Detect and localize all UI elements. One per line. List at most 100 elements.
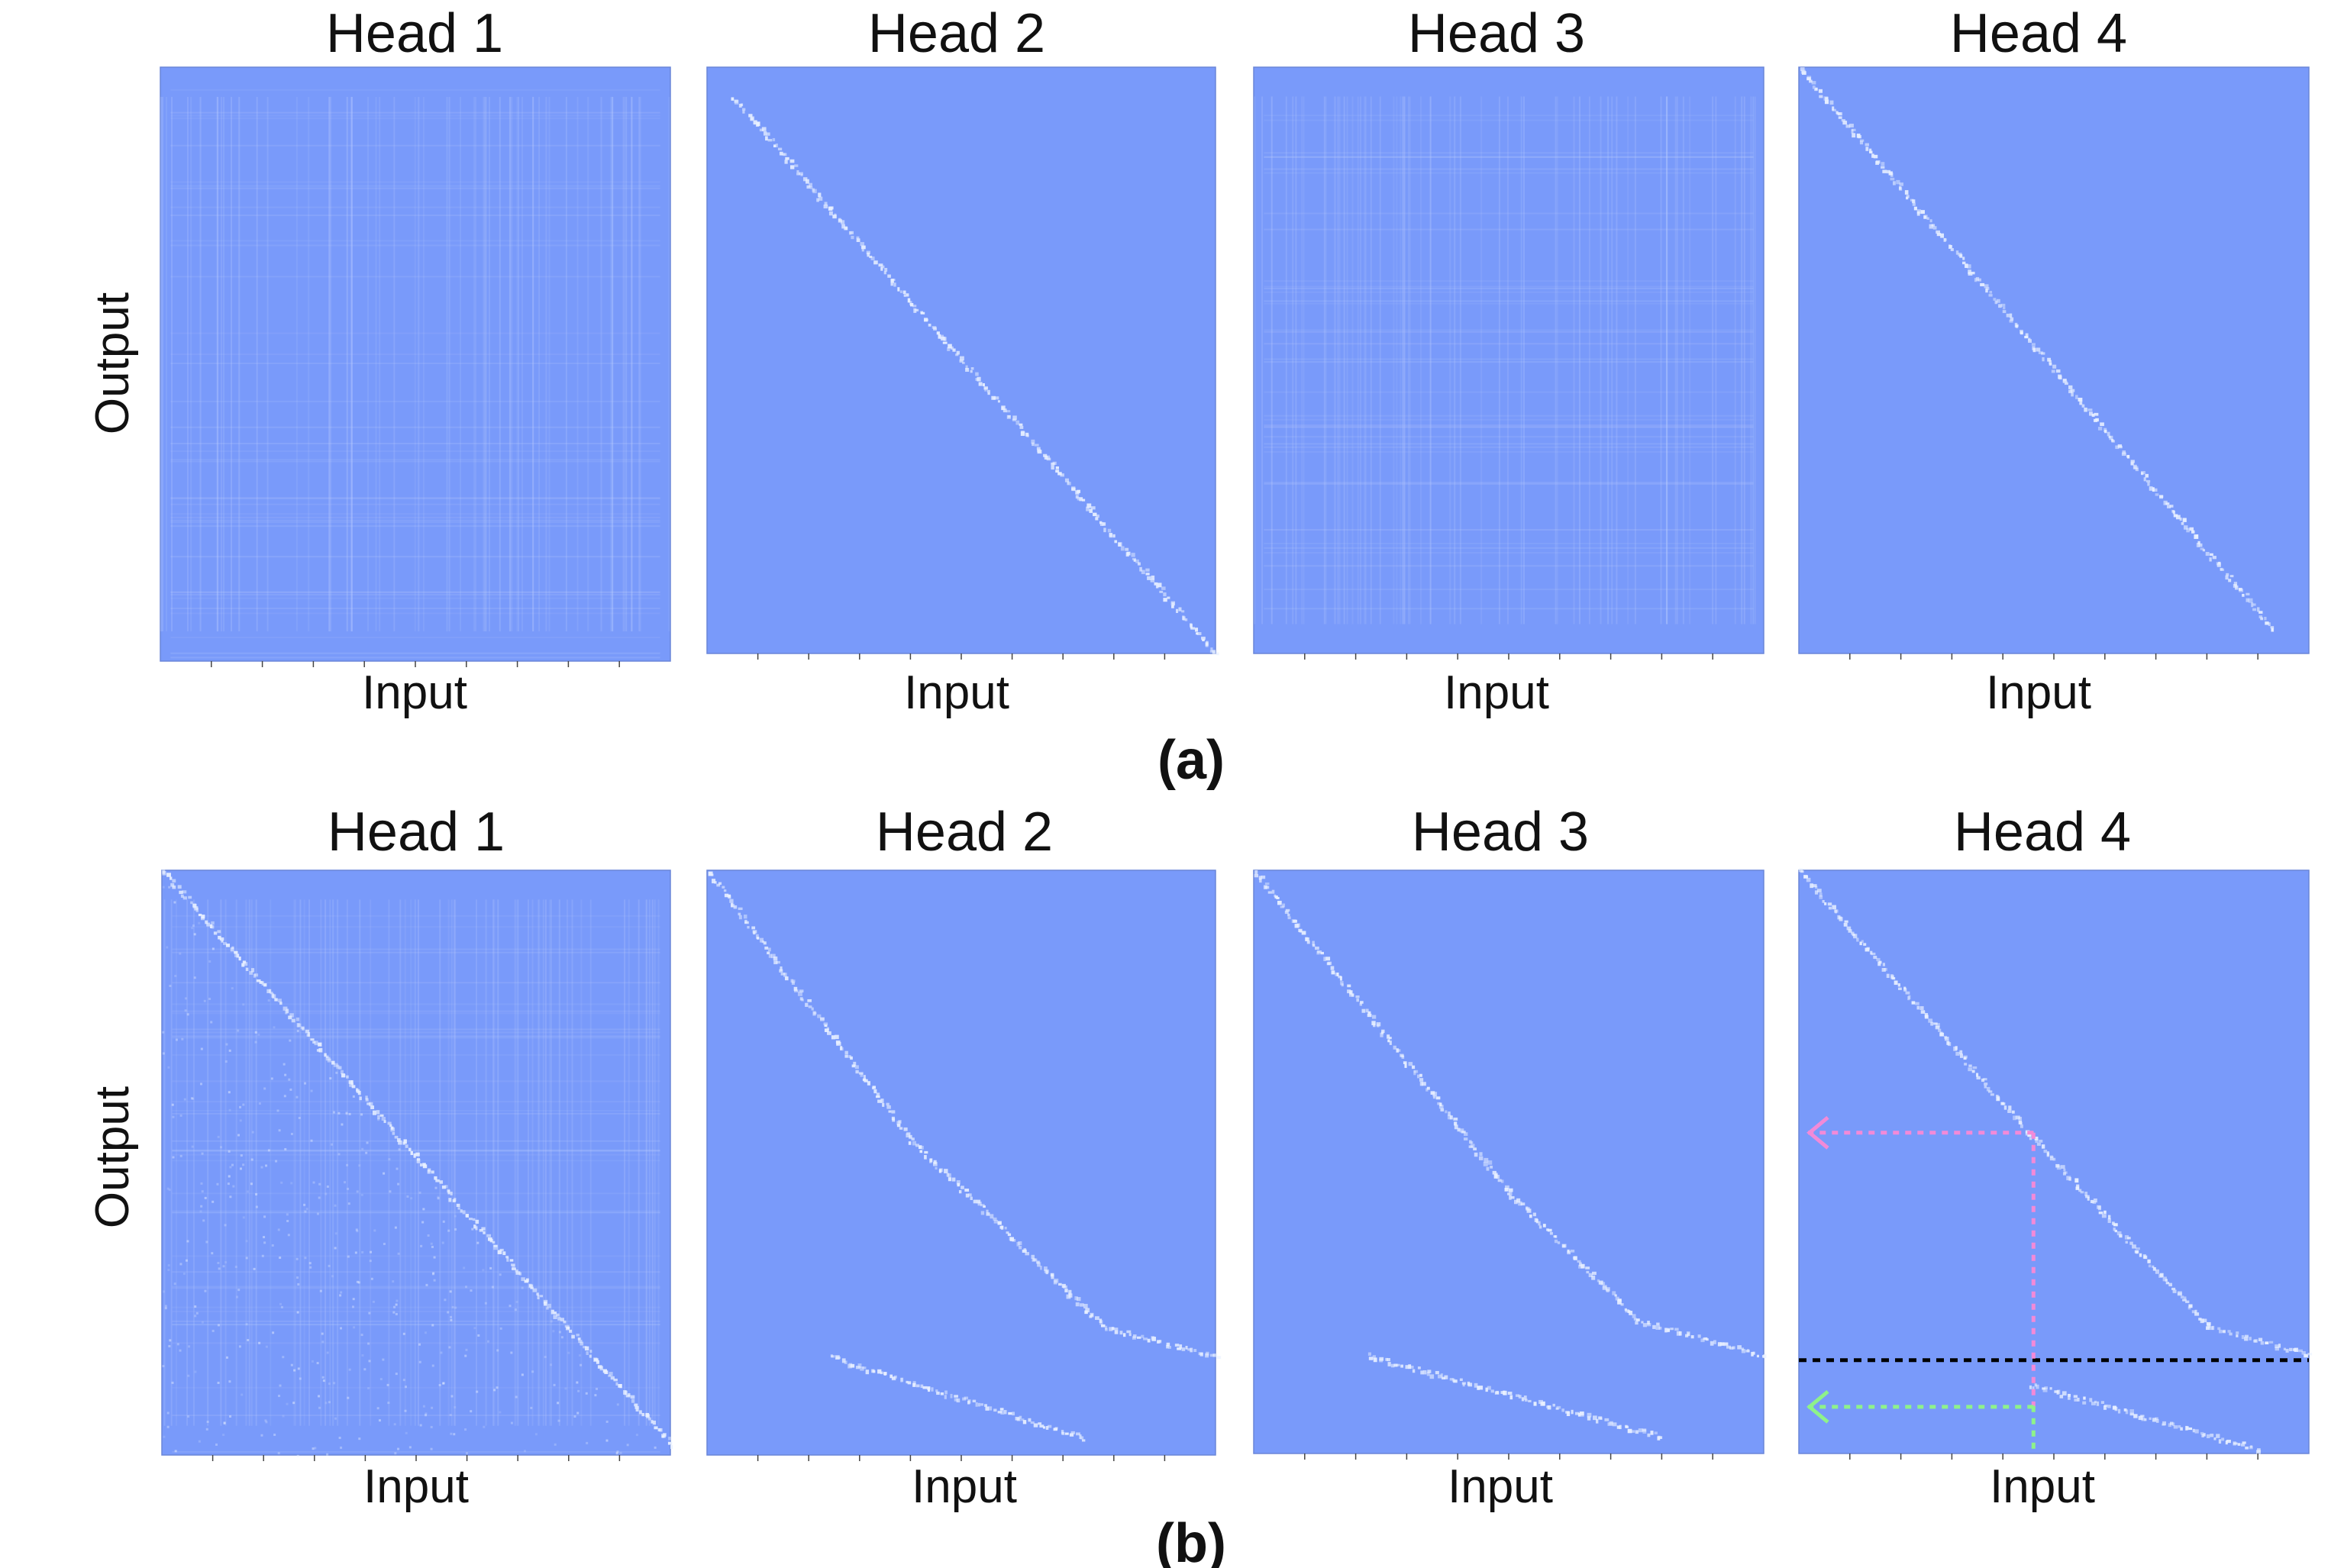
diagonal-speck (2283, 1347, 2286, 1350)
diagonal-speck (802, 177, 808, 182)
attention-speck (586, 1441, 589, 1444)
attention-speck (280, 1181, 283, 1184)
diagonal-speck (2064, 382, 2068, 386)
diagonal-speck (170, 882, 175, 887)
diagonal-speck (2036, 1384, 2039, 1389)
diagonal-speck (1667, 1328, 1671, 1332)
diagonal-speck (2268, 622, 2271, 627)
diagonal-speck (1710, 1341, 1714, 1346)
diagonal-speck (274, 998, 278, 1002)
texture-row (172, 1286, 660, 1288)
diagonal-speck (993, 1219, 999, 1224)
diagonal-speck (2155, 493, 2159, 496)
attention-speck (335, 1071, 338, 1074)
diagonal-speck (1998, 304, 2002, 308)
diagonal-speck (553, 1315, 557, 1319)
diagonal-speck (2062, 1172, 2066, 1176)
texture-row (172, 1101, 660, 1103)
diagonal-speck (2049, 1156, 2054, 1161)
texture-column (473, 96, 476, 632)
diagonal-speck (1102, 522, 1106, 526)
diagonal-speck (398, 1140, 402, 1145)
diagonal-speck (2145, 473, 2149, 478)
diagonal-speck (571, 1334, 575, 1339)
texture-row (170, 594, 660, 596)
texture-column (1743, 96, 1745, 624)
diagonal-speck (244, 962, 248, 966)
diagonal-speck (1371, 1021, 1376, 1025)
diagonal-speck (2200, 1431, 2204, 1435)
attention-speck (297, 1367, 300, 1370)
texture-column (485, 899, 487, 1426)
diagonal-speck (483, 1231, 486, 1234)
diagonal-speck (502, 1251, 506, 1256)
diagonal-speck (860, 242, 865, 247)
diagonal-speck (1839, 917, 1843, 921)
diagonal-speck (1504, 1187, 1509, 1192)
texture-column (475, 96, 477, 632)
diagonal-speck (2038, 351, 2043, 354)
texture-row (1264, 115, 1754, 117)
diagonal-speck (2236, 1334, 2239, 1337)
diagonal-speck (983, 386, 988, 390)
diagonal-speck (1607, 1422, 1610, 1426)
diagonal-speck (1006, 415, 1011, 419)
diagonal-speck (806, 185, 811, 189)
diagonal-speck (2107, 1218, 2111, 1224)
attention-speck (514, 1308, 517, 1312)
diagonal-speck (1417, 1366, 1421, 1370)
diagonal-speck (2172, 510, 2175, 515)
attention-speck (465, 1348, 468, 1351)
attention-speck (263, 1215, 266, 1218)
diagonal-speck (2097, 1205, 2101, 1211)
diagonal-speck (2101, 1214, 2107, 1218)
diagonal-speck (920, 311, 925, 315)
diagonal-speck (1400, 1364, 1404, 1368)
attention-speck (352, 1095, 355, 1098)
diagonal-speck (1959, 1053, 1963, 1058)
texture-column (1682, 96, 1684, 624)
attention-speck (454, 1306, 457, 1309)
attention-speck (347, 1396, 350, 1399)
attention-speck (311, 1360, 314, 1363)
diagonal-speck (1365, 1008, 1369, 1013)
diagonal-speck (2124, 1235, 2129, 1240)
diagonal-speck (2028, 339, 2032, 343)
diagonal-speck (1404, 1063, 1407, 1068)
diagonal-speck (1330, 966, 1335, 970)
diagonal-speck (2226, 573, 2229, 576)
texture-column (1634, 96, 1636, 624)
diagonal-speck (1052, 461, 1057, 465)
diagonal-speck (1500, 1179, 1504, 1183)
attention-speck (283, 1063, 286, 1066)
diagonal-speck (2234, 585, 2239, 590)
diagonal-speck (2071, 392, 2074, 397)
texture-column (160, 96, 163, 632)
diagonal-speck (1630, 1430, 1635, 1433)
texture-row (1264, 286, 1754, 288)
diagonal-speck (2140, 1415, 2145, 1418)
attention-speck (211, 947, 215, 950)
texture-row (1264, 424, 1754, 427)
diagonal-speck (1264, 882, 1270, 886)
attention-speck (250, 1158, 253, 1161)
diagonal-speck (1479, 1152, 1483, 1157)
diagonal-speck (419, 1163, 423, 1167)
diagonal-speck (912, 1382, 916, 1387)
diagonal-speck (2154, 488, 2158, 492)
attention-speck (450, 1315, 453, 1318)
diagonal-speck (2244, 1337, 2249, 1341)
diagonal-speck (2059, 1395, 2064, 1399)
attention-speck (454, 1405, 457, 1408)
diagonal-speck (2042, 357, 2045, 362)
diagonal-speck (2115, 445, 2119, 450)
diagonal-speck (2113, 1223, 2118, 1227)
attention-speck (441, 1241, 444, 1244)
texture-column (571, 899, 573, 1426)
diagonal-speck (1635, 1321, 1639, 1325)
attention-speck (425, 1412, 428, 1415)
attention-speck (242, 1216, 245, 1219)
texture-column (515, 899, 517, 1426)
texture-row (170, 592, 660, 594)
diagonal-speck (1976, 1073, 1979, 1077)
